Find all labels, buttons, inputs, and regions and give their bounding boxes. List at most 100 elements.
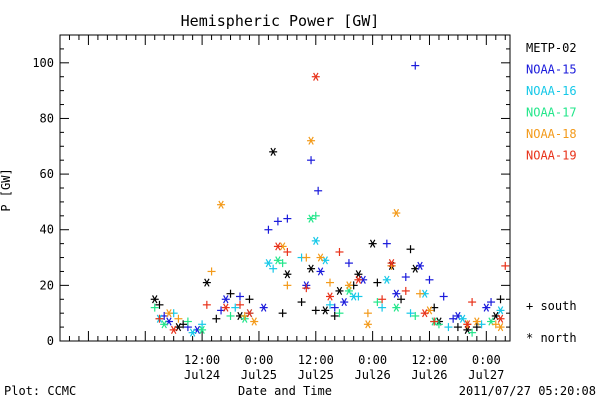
data-point-north [269,147,278,156]
data-point-south [406,309,415,318]
data-point-south [406,245,415,254]
data-point-north [420,309,429,318]
x-tick-label-date: Jul26 [411,368,447,382]
data-point-north [368,239,377,248]
data-point-north [458,314,467,323]
data-point-south [472,323,481,332]
data-point-north [496,306,505,315]
y-tick-label: 100 [32,56,54,70]
data-point-south [183,317,192,326]
data-point-north [316,267,325,276]
data-point-south [311,306,320,315]
data-point-north [392,208,401,218]
x-tick-label-date: Jul27 [468,368,504,382]
x-tick-label-time: 0:00 [358,353,387,367]
data-point-north [344,281,353,290]
x-tick-label-date: Jul24 [184,368,220,382]
data-point-north [416,261,424,270]
legend-entry-noaa-19: NOAA-19 [526,149,577,163]
x-tick-label-time: 12:00 [184,353,220,367]
data-point-north [221,303,230,312]
data-point-south [202,300,211,309]
data-point-south [401,286,410,295]
data-point-south [231,303,240,312]
data-point-south [468,298,477,307]
data-point-north [387,259,396,268]
marker-legend-south: + south [526,299,577,313]
y-axis: 0 20 40 60 80 100 [32,34,510,348]
data-point-south [439,292,448,301]
data-point-south [425,275,434,284]
data-point-south [382,239,391,248]
data-point-south [453,323,462,332]
data-point-south [278,309,287,318]
data-point-south [174,314,183,323]
data-point-north [463,320,472,329]
y-tick-label: 60 [40,167,54,181]
data-point-south [245,295,254,304]
y-tick-label: 40 [40,223,54,237]
data-point-south [264,225,273,234]
data-point-north [482,303,491,312]
data-point-south [344,259,353,268]
data-point-north [382,275,391,284]
y-axis-label: P [GW] [0,168,13,211]
data-point-south [236,292,244,301]
x-tick-label-time: 12:00 [298,353,334,367]
data-point-north [326,292,334,301]
data-points [150,61,510,337]
legend-entry-metp-02: METP-02 [526,41,577,55]
data-point-north [496,314,505,323]
data-point-south [326,278,334,287]
legend-entry-noaa-15: NOAA-15 [526,63,577,77]
x-tick-label-date: Jul25 [241,368,277,382]
legend-entry-noaa-16: NOAA-16 [526,84,577,98]
x-tick-label-time: 12:00 [411,353,447,367]
x-tick-label-time: 0:00 [472,353,501,367]
data-point-north [273,256,282,265]
marker-legend-north: * north [526,331,577,345]
data-point-south [378,295,387,304]
data-point-north [392,289,401,298]
data-point-north [321,306,330,315]
data-point-south [236,300,244,309]
data-point-south [330,311,339,320]
data-point-south [326,300,334,309]
data-point-south [283,247,292,256]
data-point-north [188,328,197,337]
data-point-south [207,267,216,276]
data-point-north [307,136,316,145]
data-point-south [416,289,424,298]
data-point-south [330,303,339,312]
data-point-south [269,264,278,273]
x-tick-label-date: Jul25 [298,368,334,382]
data-point-north [311,72,320,81]
data-point-south [226,289,235,298]
data-point-south [273,217,282,226]
data-point-south [444,323,453,332]
data-point-north [307,264,316,273]
x-axis-label: Date and Time [238,384,332,398]
legend: METP-02 NOAA-15 NOAA-16 NOAA-17 NOAA-18 NOAA-… [526,41,577,163]
x-tick-label-date: Jul26 [355,368,391,382]
data-point-north [392,303,401,312]
data-point-south [487,298,496,307]
data-point-south [155,300,164,309]
data-point-south [335,309,344,318]
data-point-north [363,320,372,329]
data-point-south [378,303,387,312]
data-point-south [283,281,292,290]
data-point-north [335,286,344,296]
data-point-south [401,273,410,282]
y-tick-label: 0 [47,334,54,348]
data-point-south [496,295,505,304]
data-point-south [373,278,382,287]
data-point-south [335,247,344,256]
data-point-north [349,292,358,301]
data-point-south [302,253,311,262]
data-point-south [155,314,164,323]
data-point-south [297,298,306,307]
data-point-south [501,261,510,270]
data-point-north [169,325,178,334]
